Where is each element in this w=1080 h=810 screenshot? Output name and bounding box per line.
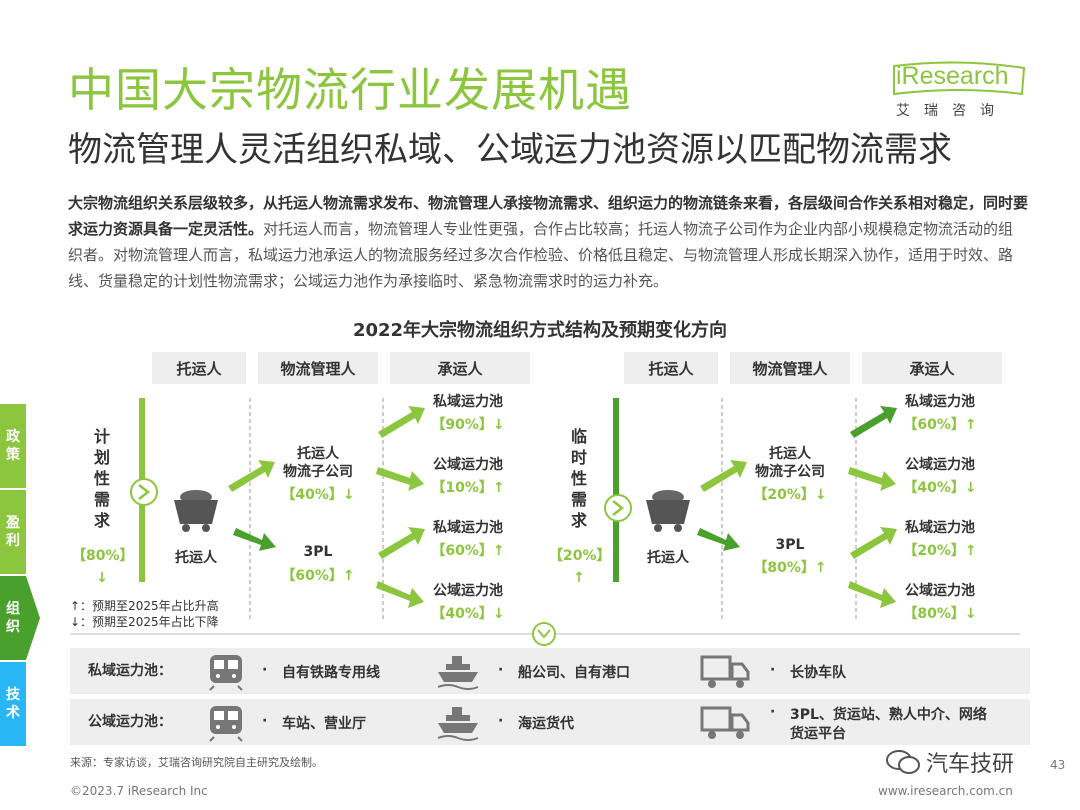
- header-manager-left: 物流管理人: [258, 352, 378, 384]
- carrier-right-1: 私域运力池: [905, 394, 975, 410]
- carrier-left-4-pct: 【40%】↓: [431, 606, 505, 622]
- header-carrier-left: 承运人: [390, 352, 530, 384]
- mid1-left-pct: 【40%】↓: [281, 487, 355, 503]
- carrier-right-4-pct: 【80%】↓: [903, 606, 977, 622]
- side-tab-policy[interactable]: 政策: [0, 404, 26, 488]
- mine-cart-icon-2: [646, 490, 690, 532]
- logo-swoosh-icon: [893, 61, 1026, 96]
- demand-right-arrow: ↑: [573, 570, 585, 586]
- carrier-left-2-pct: 【10%】↑: [431, 480, 505, 496]
- legend-up: ↑：预期至2025年占比升高: [70, 599, 219, 613]
- private-bullet-2: ·: [498, 662, 504, 678]
- public-truck-l2: 货运平台: [790, 726, 846, 742]
- bar-right: [613, 398, 619, 582]
- carrier-left-1-pct: 【90%】↓: [431, 417, 505, 433]
- private-ship: 船公司、自有港口: [518, 665, 630, 681]
- public-bullet-3: ·: [770, 704, 776, 720]
- logo-cn-text: 艾瑞咨询: [896, 103, 1008, 119]
- carrier-left-2: 公域运力池: [433, 457, 503, 473]
- footer-url: www.iresearch.com.cn: [878, 784, 1013, 798]
- chevron-right-icon: [130, 478, 158, 506]
- carrier-right-2: 公域运力池: [905, 457, 975, 473]
- side-tab-profit[interactable]: 盈利: [0, 490, 26, 574]
- logo-text: iResearch: [896, 62, 1009, 90]
- iresearch-logo: iResearch 艾瑞咨询: [890, 60, 1030, 120]
- shipper-right: 托运人: [647, 550, 689, 566]
- mid2-right: 3PL: [775, 537, 805, 553]
- carrier-right-1-pct: 【60%】↑: [903, 417, 977, 433]
- demand-left-pct: 【80%】: [72, 548, 134, 564]
- wechat-icon: [886, 750, 920, 774]
- mid1-right-l1: 托运人: [769, 446, 811, 462]
- chevron-down-icon: [532, 622, 556, 646]
- page-subtitle: 物流管理人灵活组织私域、公域运力池资源以匹配物流需求: [68, 130, 952, 170]
- public-bullet-1: ·: [262, 713, 268, 729]
- watermark: 汽车技研: [886, 746, 1014, 778]
- intro-bold: 大宗物流组织关系层级较多，从托运人物流需求发布、物流管理人承接物流需求、组织运力…: [68, 194, 1029, 238]
- header-shipper-right: 托运人: [624, 352, 718, 384]
- legend-down: ↓：预期至2025年占比下降: [70, 615, 219, 629]
- public-ship: 海运货代: [518, 716, 574, 732]
- header-shipper-left: 托运人: [152, 352, 246, 384]
- ship-icon-2: [437, 707, 479, 741]
- demand-left-arrow: ↓: [96, 570, 108, 586]
- private-truck: 长协车队: [790, 665, 846, 681]
- private-bullet-3: ·: [770, 662, 776, 678]
- mid1-right-l2: 物流子公司: [755, 464, 825, 480]
- shipper-left: 托运人: [175, 550, 217, 566]
- page-title: 中国大宗物流行业发展机遇: [68, 63, 632, 117]
- truck-icon: [700, 655, 750, 688]
- band-public-label: 公域运力池：: [88, 714, 172, 730]
- carrier-right-3: 私域运力池: [905, 520, 975, 536]
- carrier-right-4: 公域运力池: [905, 583, 975, 599]
- mid1-left-l2: 物流子公司: [283, 464, 353, 480]
- intro-paragraph: 大宗物流组织关系层级较多，从托运人物流需求发布、物流管理人承接物流需求、组织运力…: [68, 190, 1028, 294]
- carrier-left-3-pct: 【60%】↑: [431, 543, 505, 559]
- carrier-left-4: 公域运力池: [433, 583, 503, 599]
- mid2-left-pct: 【60%】↑: [281, 568, 355, 584]
- truck-icon-2: [700, 706, 750, 739]
- chevron-right-icon-2: [604, 494, 632, 522]
- private-rail: 自有铁路专用线: [282, 665, 380, 681]
- carrier-right-3-pct: 【20%】↑: [903, 543, 977, 559]
- demand-right: 临时性需求: [570, 427, 587, 530]
- demand-left: 计划性需求: [93, 427, 110, 530]
- header-carrier-right: 承运人: [862, 352, 1002, 384]
- demand-right-pct: 【20%】: [549, 548, 611, 564]
- mid2-right-pct: 【80%】↑: [753, 560, 827, 576]
- mine-cart-icon: [174, 490, 218, 532]
- carrier-left-3: 私域运力池: [433, 520, 503, 536]
- public-bullet-2: ·: [498, 713, 504, 729]
- private-bullet-1: ·: [262, 662, 268, 678]
- public-truck-l1: 3PL、货运站、熟人中介、网络: [790, 707, 987, 723]
- band-private-label: 私域运力池：: [88, 663, 172, 679]
- mid1-left-l1: 托运人: [297, 446, 339, 462]
- mid1-right-pct: 【20%】↓: [753, 487, 827, 503]
- chart-title: 2022年大宗物流组织方式结构及预期变化方向: [352, 320, 728, 341]
- header-manager-right: 物流管理人: [730, 352, 850, 384]
- carrier-left-1: 私域运力池: [433, 394, 503, 410]
- page-number: 43: [1050, 758, 1066, 772]
- public-rail: 车站、营业厅: [282, 716, 366, 732]
- intro-normal: 对托运人而言，物流管理人专业性更强，合作占比较高；托运人物流子公司作为企业内部小…: [68, 220, 1014, 290]
- train-icon: [209, 655, 243, 691]
- carrier-right-2-pct: 【40%】↓: [903, 480, 977, 496]
- ship-icon: [437, 656, 479, 690]
- mid2-left: 3PL: [303, 544, 333, 560]
- train-icon-2: [209, 706, 243, 742]
- side-tab-tech[interactable]: 技术: [0, 662, 26, 746]
- source-note: 来源：专家访谈，艾瑞咨询研究院自主研究及绘制。: [70, 756, 323, 769]
- footer-copyright: ©2023.7 iResearch Inc: [70, 784, 208, 798]
